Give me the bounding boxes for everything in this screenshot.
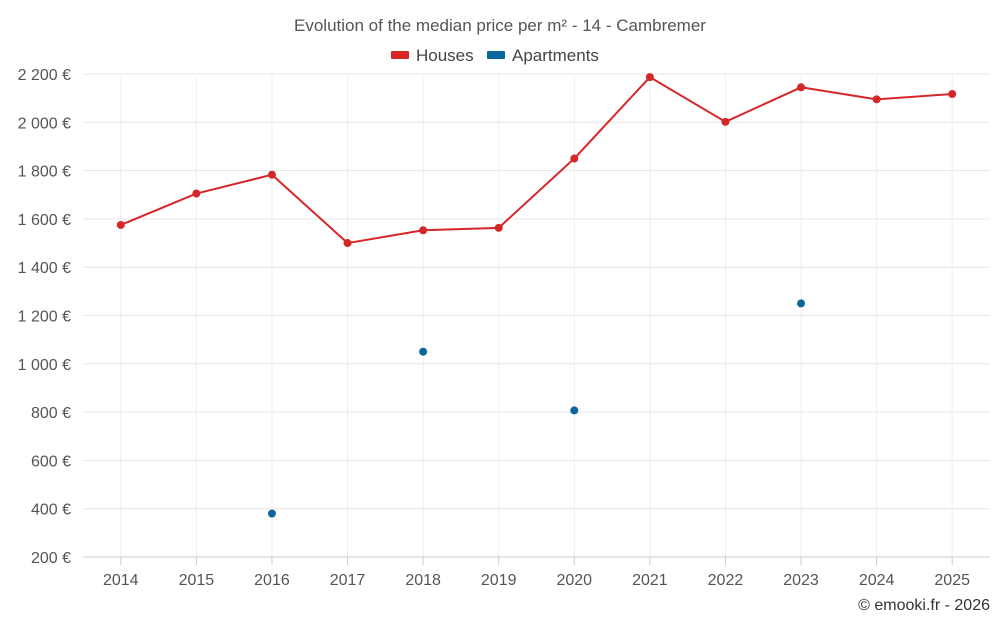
x-tick-label: 2020 [556,572,592,589]
houses-line [120,76,953,245]
houses-point-2015[interactable] [192,189,201,198]
series-apartments [267,299,806,518]
y-tick-label: 600 € [31,453,71,470]
houses-point-2022[interactable] [721,117,730,126]
y-axis-ticks: 200 € 400 € 600 € 800 € 1 000 € 1 200 € 1 400 … [18,67,71,567]
houses-point-2025[interactable] [948,90,957,99]
houses-point-2019[interactable] [494,223,503,232]
credit-text: © emooki.fr - 2026 [858,597,990,614]
x-axis-ticks: 2014 2015 2016 2017 2018 2019 2020 2021 2022 2023… [103,557,970,589]
x-tick-label: 2014 [103,572,139,589]
y-gridlines [83,73,990,558]
houses-point-2016[interactable] [267,170,276,179]
x-tick-label: 2024 [859,572,895,589]
houses-point-2017[interactable] [343,239,352,248]
legend-item-houses[interactable]: Houses [391,46,474,65]
y-tick-label: 1 200 € [18,309,71,326]
x-tick-label: 2017 [330,572,366,589]
x-tick-label: 2025 [934,572,970,589]
apartments-point-2023[interactable] [797,299,806,308]
x-tick-label: 2022 [708,572,744,589]
houses-point-2018[interactable] [419,226,428,235]
legend-swatch-houses [391,51,409,59]
x-tick-label: 2019 [481,572,517,589]
legend-label-houses: Houses [416,46,474,65]
y-tick-label: 400 € [31,502,71,519]
legend-swatch-apartments [487,51,505,59]
x-tick-label: 2015 [179,572,215,589]
y-tick-label: 1 800 € [18,164,71,181]
y-tick-label: 2 000 € [18,115,71,132]
x-tick-label: 2023 [783,572,819,589]
x-tick-label: 2021 [632,572,668,589]
legend-label-apartments: Apartments [512,46,599,65]
y-tick-label: 800 € [31,405,71,422]
y-tick-label: 1 000 € [18,357,71,374]
x-gridlines [120,74,953,557]
apartments-point-2020[interactable] [570,406,579,415]
apartments-point-2018[interactable] [419,347,428,356]
x-tick-label: 2018 [405,572,441,589]
series-houses [116,73,957,248]
houses-point-2014[interactable] [116,220,125,229]
legend-item-apartments[interactable]: Apartments [487,46,599,65]
legend: Houses Apartments [391,46,599,65]
y-tick-label: 200 € [31,550,71,567]
y-tick-label: 1 400 € [18,260,71,277]
chart-title: Evolution of the median price per m² - 1… [294,16,706,35]
houses-point-2020[interactable] [570,154,579,163]
houses-point-2021[interactable] [645,73,654,82]
apartments-point-2016[interactable] [267,509,276,518]
x-tick-label: 2016 [254,572,290,589]
y-tick-label: 1 600 € [18,212,71,229]
y-tick-label: 2 200 € [18,67,71,84]
houses-point-2023[interactable] [797,83,806,92]
houses-point-2024[interactable] [872,95,881,104]
